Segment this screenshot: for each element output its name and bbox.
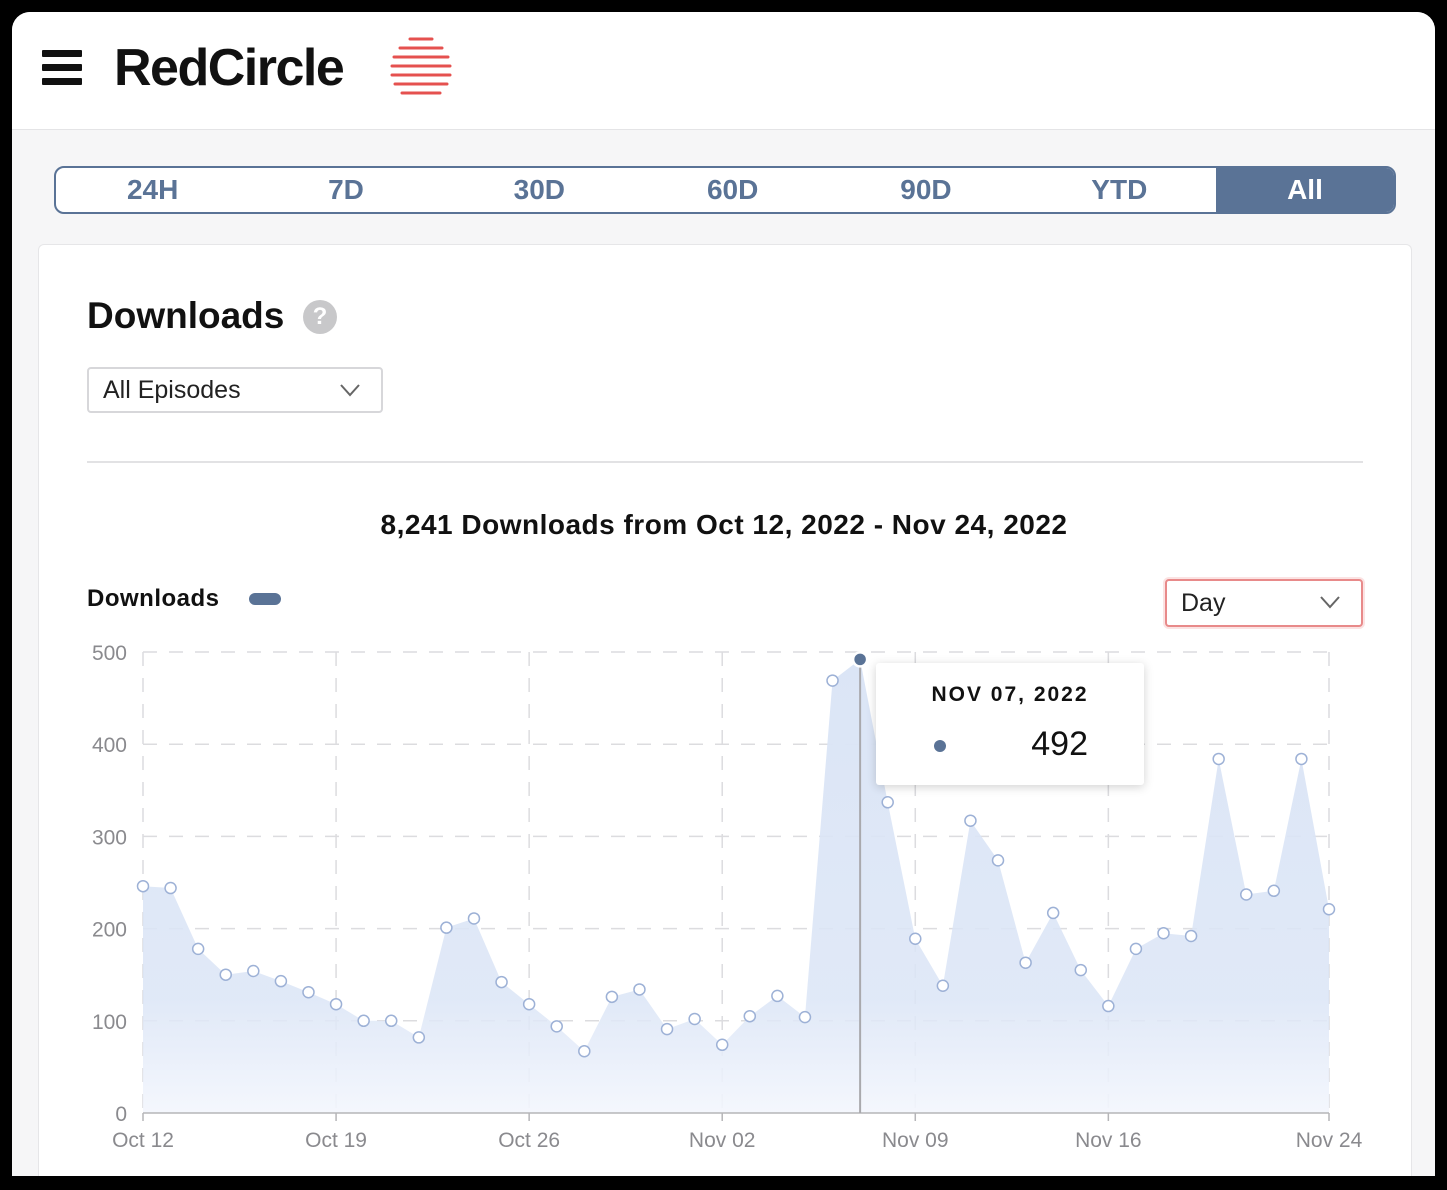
y-tick-label: 200	[92, 919, 127, 942]
data-point	[495, 975, 508, 989]
data-point	[633, 983, 646, 996]
data-point	[660, 1022, 674, 1036]
data-point	[991, 854, 1005, 867]
episode-filter-value: All Episodes	[103, 375, 241, 404]
x-tick-label: Nov 24	[1296, 1129, 1363, 1152]
data-point	[1295, 752, 1308, 766]
time-range-tabs: 24H 7D 30D 60D 90D YTD All	[54, 166, 1396, 214]
divider	[87, 461, 1363, 463]
data-point	[1129, 942, 1143, 956]
data-point	[909, 932, 922, 945]
help-icon[interactable]: ?	[303, 300, 337, 334]
series-area-downloads	[143, 659, 1329, 1113]
data-point	[578, 1044, 591, 1058]
tooltip-series-dot	[934, 740, 946, 752]
data-point	[715, 1038, 729, 1052]
data-point	[136, 879, 150, 893]
data-point	[1019, 956, 1032, 969]
tab-all[interactable]: All	[1215, 168, 1394, 212]
x-tick-label: Nov 02	[689, 1129, 756, 1152]
data-point-highlighted	[851, 651, 869, 668]
legend-label: Downloads	[87, 585, 220, 612]
top-header: RedCircle	[12, 12, 1435, 130]
tab-ytd[interactable]: YTD	[1091, 174, 1148, 205]
y-tick-label: 300	[92, 826, 127, 849]
legend-swatch[interactable]	[249, 593, 281, 605]
y-tick-label: 400	[92, 734, 127, 757]
data-point	[329, 997, 343, 1011]
data-point	[219, 968, 232, 981]
chevron-down-icon	[1320, 596, 1340, 609]
data-point	[247, 964, 260, 978]
y-tick-label: 100	[92, 1011, 127, 1034]
data-point	[881, 796, 894, 809]
data-point	[522, 997, 536, 1011]
data-point	[1240, 888, 1253, 901]
data-point	[936, 979, 950, 993]
tooltip-value: 492	[1031, 725, 1088, 763]
data-point	[191, 942, 205, 956]
x-tick-label: Nov 16	[1075, 1129, 1142, 1152]
data-point	[1157, 926, 1170, 940]
data-point	[384, 1014, 398, 1028]
data-point	[412, 1031, 426, 1044]
data-point	[302, 985, 315, 999]
data-point	[798, 1010, 812, 1024]
app-window: RedCircle 24H 7D 30D 60D 90D YTD All Dow…	[12, 12, 1435, 1176]
y-tick-label: 0	[115, 1103, 127, 1126]
data-point	[1074, 963, 1088, 977]
data-point	[964, 814, 977, 827]
data-point	[605, 990, 619, 1004]
data-point	[440, 921, 453, 934]
chart-tooltip: NOV 07, 2022 492	[876, 663, 1144, 785]
chevron-down-icon	[340, 384, 360, 397]
data-point	[274, 974, 288, 988]
episode-filter-select[interactable]: All Episodes	[87, 367, 383, 413]
tooltip-date: NOV 07, 2022	[931, 683, 1089, 706]
card-title: Downloads	[87, 295, 285, 336]
x-tick-label: Oct 19	[305, 1129, 367, 1152]
downloads-chart[interactable]: 0 100 200 300 400 500 Oct 12 Oct 19 Oct 26 Nov 02…	[12, 12, 1435, 1176]
x-tick-label: Oct 26	[498, 1129, 560, 1152]
data-point	[1046, 906, 1060, 920]
tab-60d[interactable]: 60D	[706, 174, 759, 205]
data-point	[550, 1020, 563, 1033]
tab-30d[interactable]: 30D	[513, 174, 565, 205]
granularity-value: Day	[1181, 588, 1226, 617]
tab-90d[interactable]: 90D	[900, 174, 952, 205]
data-point	[1212, 752, 1225, 766]
data-point	[743, 1009, 757, 1023]
data-point	[1102, 999, 1115, 1013]
menu-icon[interactable]	[42, 50, 82, 86]
data-point	[164, 881, 177, 895]
data-point	[826, 674, 839, 687]
data-point	[688, 1012, 701, 1026]
brand-logo-text: RedCircle	[114, 39, 345, 97]
data-point	[357, 1014, 370, 1028]
data-point	[1267, 884, 1281, 898]
tab-24h[interactable]: 24H	[126, 174, 179, 205]
data-point	[467, 912, 481, 925]
downloads-summary: 8,241 Downloads from Oct 12, 2022 - Nov …	[380, 509, 1068, 540]
granularity-select[interactable]: Day	[1165, 579, 1363, 627]
brand-logo-icon	[390, 37, 452, 95]
data-point	[771, 989, 784, 1003]
x-tick-label: Nov 09	[882, 1129, 949, 1152]
x-tick-label: Oct 12	[112, 1129, 174, 1152]
y-tick-label: 500	[92, 642, 127, 665]
data-point	[1184, 929, 1198, 943]
data-point	[1322, 902, 1336, 916]
tab-7d[interactable]: 7D	[328, 174, 364, 205]
